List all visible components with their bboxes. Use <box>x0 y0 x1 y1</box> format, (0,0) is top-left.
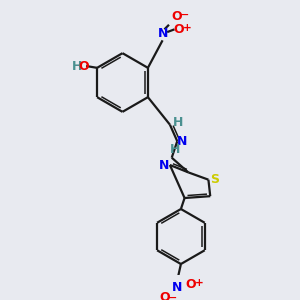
Text: N: N <box>177 135 187 148</box>
Text: −: − <box>168 293 177 300</box>
Text: −: − <box>180 10 189 20</box>
Text: H: H <box>170 143 181 156</box>
Text: +: + <box>183 23 192 33</box>
Text: O: O <box>159 290 170 300</box>
Text: O: O <box>174 23 184 36</box>
Text: O: O <box>78 59 89 73</box>
Text: O: O <box>186 278 196 291</box>
Text: N: N <box>159 158 170 172</box>
Text: N: N <box>158 26 168 40</box>
Text: N: N <box>172 281 182 294</box>
Text: S: S <box>210 173 219 186</box>
Text: +: + <box>195 278 204 288</box>
Text: O: O <box>171 10 181 23</box>
Text: H: H <box>72 59 82 73</box>
Text: H: H <box>173 116 183 129</box>
